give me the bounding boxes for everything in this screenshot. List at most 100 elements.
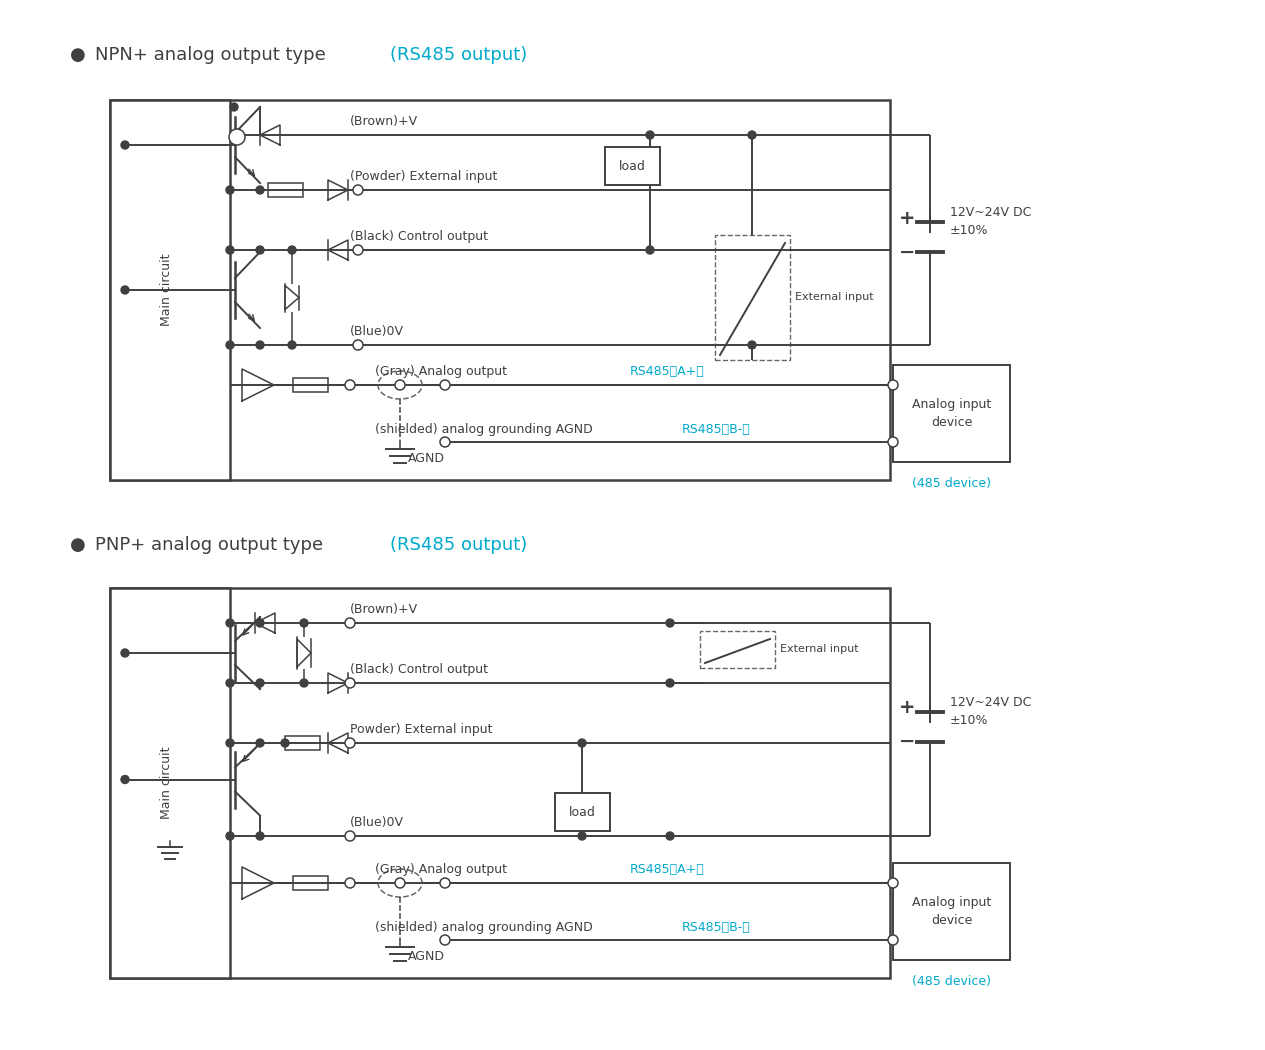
Circle shape bbox=[440, 934, 450, 945]
Circle shape bbox=[353, 245, 363, 255]
Circle shape bbox=[256, 832, 264, 840]
Circle shape bbox=[121, 776, 129, 783]
Text: RS485（A+）: RS485（A+） bbox=[630, 863, 705, 876]
Circle shape bbox=[121, 649, 129, 657]
Bar bbox=[285, 736, 320, 750]
Bar bbox=[893, 365, 1009, 462]
Bar bbox=[555, 793, 610, 831]
Circle shape bbox=[646, 246, 654, 254]
Circle shape bbox=[665, 832, 674, 840]
Circle shape bbox=[300, 620, 307, 627]
Circle shape bbox=[353, 185, 363, 195]
Text: Powder) External input: Powder) External input bbox=[350, 723, 492, 736]
Text: ●: ● bbox=[70, 536, 86, 554]
Circle shape bbox=[440, 380, 450, 390]
Text: (Blue)0V: (Blue)0V bbox=[350, 816, 404, 830]
Bar bbox=[292, 378, 328, 392]
Circle shape bbox=[300, 679, 307, 687]
Circle shape bbox=[229, 129, 245, 145]
Bar bbox=[110, 100, 891, 480]
Circle shape bbox=[256, 679, 264, 687]
Text: NPN+ analog output type: NPN+ analog output type bbox=[95, 46, 338, 64]
Text: (shielded) analog grounding AGND: (shielded) analog grounding AGND bbox=[374, 423, 593, 436]
Text: Main circuit: Main circuit bbox=[161, 254, 173, 327]
Text: Analog input
device: Analog input device bbox=[912, 398, 990, 429]
Circle shape bbox=[281, 739, 288, 747]
Bar bbox=[110, 588, 891, 978]
Circle shape bbox=[665, 620, 674, 627]
Circle shape bbox=[256, 620, 264, 627]
Text: (RS485 output): (RS485 output) bbox=[390, 46, 528, 64]
Circle shape bbox=[395, 380, 405, 390]
Circle shape bbox=[230, 103, 238, 111]
Circle shape bbox=[345, 738, 355, 748]
Bar bbox=[267, 183, 302, 197]
Text: (485 device): (485 device) bbox=[912, 975, 990, 988]
Circle shape bbox=[345, 618, 355, 628]
Text: External input: External input bbox=[794, 293, 874, 302]
Circle shape bbox=[226, 679, 234, 687]
Text: (485 device): (485 device) bbox=[912, 478, 990, 490]
Bar bbox=[715, 235, 791, 360]
Circle shape bbox=[345, 831, 355, 841]
Text: +: + bbox=[898, 698, 916, 717]
Text: −: − bbox=[899, 243, 915, 261]
Circle shape bbox=[226, 246, 234, 254]
Text: ●: ● bbox=[70, 46, 86, 64]
Circle shape bbox=[888, 437, 898, 447]
Text: (Blue)0V: (Blue)0V bbox=[350, 326, 404, 338]
Text: RS485（B-）: RS485（B-） bbox=[682, 423, 750, 436]
Text: −: − bbox=[899, 732, 915, 751]
Text: PNP+ analog output type: PNP+ analog output type bbox=[95, 536, 335, 554]
Circle shape bbox=[256, 186, 264, 194]
Circle shape bbox=[353, 340, 363, 350]
Bar bbox=[110, 588, 230, 978]
Text: (Gray) Analog output: (Gray) Analog output bbox=[374, 365, 507, 378]
Circle shape bbox=[395, 878, 405, 888]
Text: +: + bbox=[898, 209, 916, 228]
Circle shape bbox=[345, 678, 355, 688]
Circle shape bbox=[226, 620, 234, 627]
Circle shape bbox=[121, 141, 129, 149]
Circle shape bbox=[121, 286, 129, 294]
Text: 12V~24V DC
±10%: 12V~24V DC ±10% bbox=[950, 207, 1031, 237]
Bar bbox=[700, 631, 775, 668]
Text: load: load bbox=[568, 805, 596, 819]
Circle shape bbox=[888, 878, 898, 888]
Text: (shielded) analog grounding AGND: (shielded) analog grounding AGND bbox=[374, 921, 593, 934]
Bar bbox=[292, 876, 328, 890]
Circle shape bbox=[226, 341, 234, 349]
Circle shape bbox=[288, 246, 296, 254]
Circle shape bbox=[256, 246, 264, 254]
Circle shape bbox=[345, 380, 355, 390]
Text: (RS485 output): (RS485 output) bbox=[390, 536, 528, 554]
Text: Analog input
device: Analog input device bbox=[912, 896, 990, 927]
Circle shape bbox=[646, 131, 654, 139]
Text: (Gray) Analog output: (Gray) Analog output bbox=[374, 863, 507, 876]
Text: (Powder) External input: (Powder) External input bbox=[350, 170, 497, 183]
Text: AGND: AGND bbox=[409, 452, 445, 465]
Circle shape bbox=[226, 186, 234, 194]
Bar bbox=[605, 147, 660, 185]
Circle shape bbox=[288, 341, 296, 349]
Text: Main circuit: Main circuit bbox=[161, 747, 173, 819]
Circle shape bbox=[665, 679, 674, 687]
Text: (Brown)+V: (Brown)+V bbox=[350, 603, 419, 616]
Text: RS485（B-）: RS485（B-） bbox=[682, 921, 750, 934]
Text: (Black) Control output: (Black) Control output bbox=[350, 230, 488, 243]
Text: AGND: AGND bbox=[409, 950, 445, 963]
Circle shape bbox=[748, 131, 756, 139]
Circle shape bbox=[256, 739, 264, 747]
Bar bbox=[893, 863, 1009, 960]
Circle shape bbox=[440, 437, 450, 447]
Text: RS485（A+）: RS485（A+） bbox=[630, 365, 705, 378]
Circle shape bbox=[440, 878, 450, 888]
Circle shape bbox=[345, 878, 355, 888]
Text: External input: External input bbox=[781, 645, 859, 654]
Circle shape bbox=[748, 341, 756, 349]
Circle shape bbox=[226, 739, 234, 747]
Circle shape bbox=[578, 832, 586, 840]
Circle shape bbox=[888, 934, 898, 945]
Circle shape bbox=[578, 739, 586, 747]
Bar bbox=[110, 100, 230, 480]
